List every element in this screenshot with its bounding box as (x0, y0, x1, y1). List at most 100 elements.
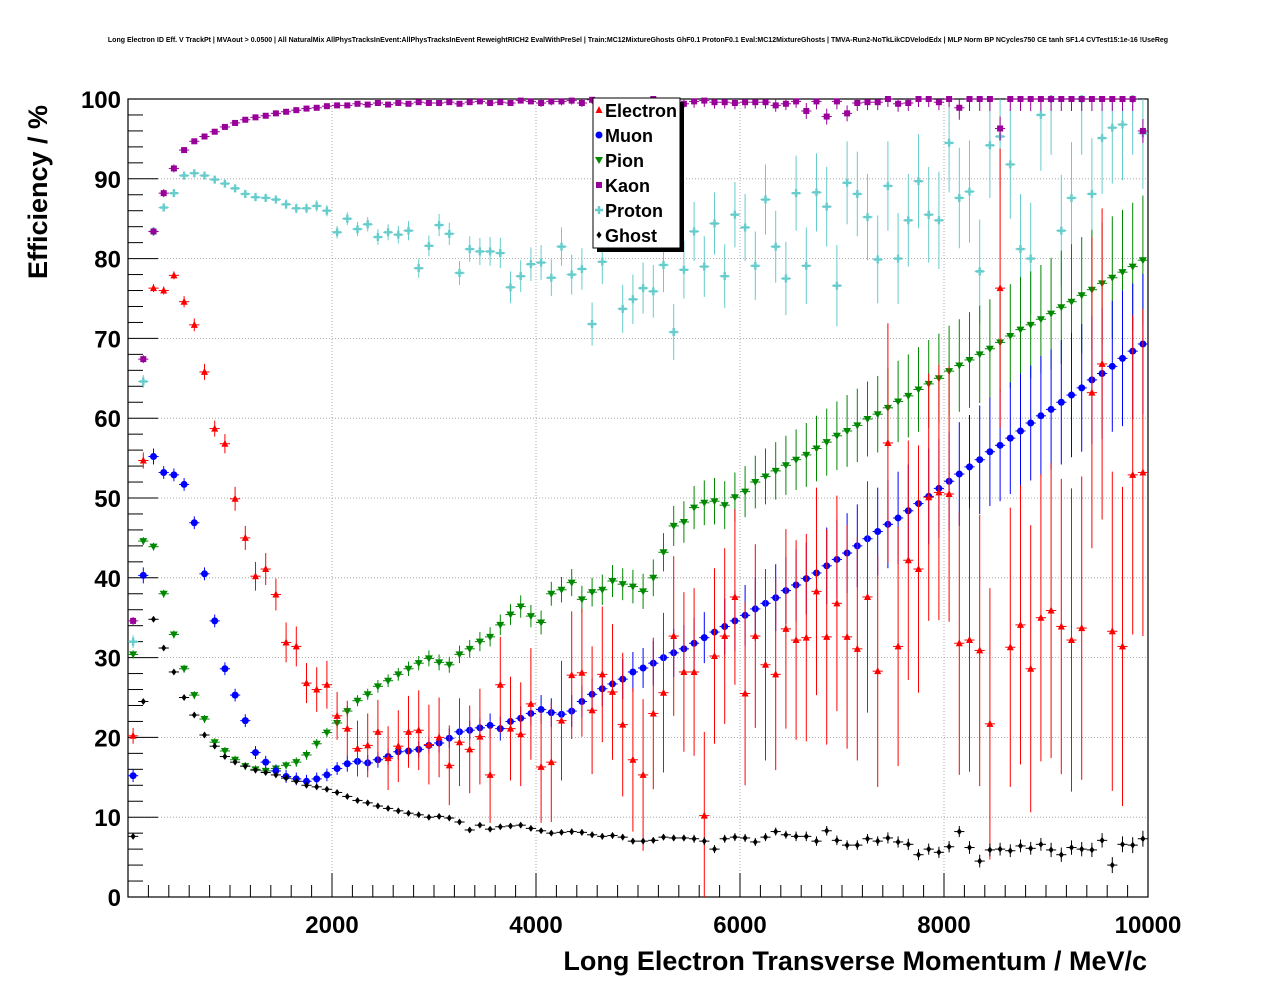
kaon-point (1027, 96, 1034, 102)
electron-point (190, 320, 198, 328)
electron-point (527, 699, 535, 707)
pion-point (312, 740, 321, 748)
pion-point (802, 451, 811, 459)
kaon-point (793, 98, 800, 105)
muon-point (139, 571, 147, 579)
ghost-point (620, 833, 626, 841)
ghost-point (416, 811, 422, 819)
pion-point (781, 462, 790, 470)
proton-point (577, 264, 586, 273)
proton-point (669, 328, 678, 337)
pion-point (985, 345, 994, 353)
y-tick-label: 20 (94, 725, 121, 752)
ghost-point (742, 834, 748, 842)
proton-point (353, 225, 362, 234)
kaon-point (558, 98, 565, 105)
electron-point (782, 624, 790, 632)
proton-point (506, 283, 515, 292)
pion-point (282, 762, 291, 770)
kaon-point (211, 128, 218, 135)
ghost-point (579, 828, 585, 836)
proton-point (914, 177, 923, 186)
proton-point (649, 287, 658, 296)
ghost-point (395, 807, 401, 815)
proton-point (1006, 160, 1015, 169)
ghost-point (885, 834, 891, 842)
pion-point (1036, 316, 1045, 324)
muon-point (1017, 427, 1024, 435)
muon-point (1057, 398, 1065, 406)
proton-point (537, 258, 546, 267)
ghost-point (1069, 844, 1074, 852)
ghost-point (589, 831, 595, 839)
electron-point (425, 740, 433, 748)
kaon-point (374, 99, 381, 106)
kaon-point (425, 99, 432, 106)
kaon-point (813, 98, 820, 105)
ghost-point (824, 827, 830, 835)
proton-point (741, 223, 750, 232)
kaon-point (884, 96, 891, 102)
muon-point (486, 721, 494, 729)
kaon-point (915, 96, 922, 102)
ghost-point (161, 644, 167, 652)
muon-point (129, 772, 137, 780)
electron-point (282, 638, 290, 646)
ghost-point (263, 769, 269, 777)
kaon-point (354, 100, 361, 107)
kaon-point (385, 101, 392, 108)
pion-point (537, 619, 546, 627)
muon-point (231, 691, 239, 699)
ghost-point (977, 857, 983, 865)
electron-point (670, 632, 678, 640)
electron-point (333, 711, 341, 719)
x-tick-label: 6000 (713, 912, 766, 939)
proton-point (1098, 134, 1107, 143)
y-tick-label: 30 (94, 646, 121, 673)
electron-point (609, 687, 616, 695)
ghost-point (1079, 845, 1085, 853)
kaon-point (782, 100, 789, 107)
pion-point (649, 574, 658, 582)
proton-point (445, 229, 454, 238)
ghost-point (538, 827, 544, 835)
legend-box (592, 97, 681, 249)
ghost-point (773, 828, 779, 836)
proton-point (904, 216, 913, 225)
electron-point (272, 590, 280, 598)
muon-point (1027, 419, 1035, 427)
electron-point (741, 689, 749, 697)
electron-point (700, 811, 708, 819)
pion-point (730, 494, 739, 502)
kaon-point (966, 96, 973, 102)
ghost-point (732, 833, 738, 841)
pion-point (190, 692, 199, 700)
proton-point (1087, 189, 1096, 198)
ghost-point (783, 831, 789, 839)
pion-point (914, 386, 923, 394)
muon-point (160, 468, 168, 476)
pion-point (414, 660, 423, 668)
electron-point (384, 754, 392, 762)
kaon-point (160, 190, 167, 197)
ghost-point (905, 840, 911, 848)
axis-ticks: 2000 4000 6000 8000 10000 0 10 20 30 40 50 60 70 80 90… (81, 87, 1181, 939)
proton-point (945, 138, 954, 147)
proton-point (271, 195, 280, 204)
electron-point (751, 632, 759, 640)
proton-point (618, 304, 627, 313)
y-tick-label: 0 (108, 885, 121, 912)
pion-point (720, 502, 729, 510)
kaon-point (242, 116, 249, 123)
ghost-point (691, 835, 697, 843)
muon-point (874, 528, 882, 536)
ghost-point (191, 711, 197, 719)
proton-point (557, 242, 566, 251)
ghost-point (375, 802, 381, 810)
proton-point (129, 637, 138, 646)
proton-point (628, 295, 637, 304)
ghost-point (1099, 836, 1105, 844)
proton-point (414, 264, 423, 273)
kaon-point (823, 113, 830, 120)
proton-point (475, 247, 484, 256)
